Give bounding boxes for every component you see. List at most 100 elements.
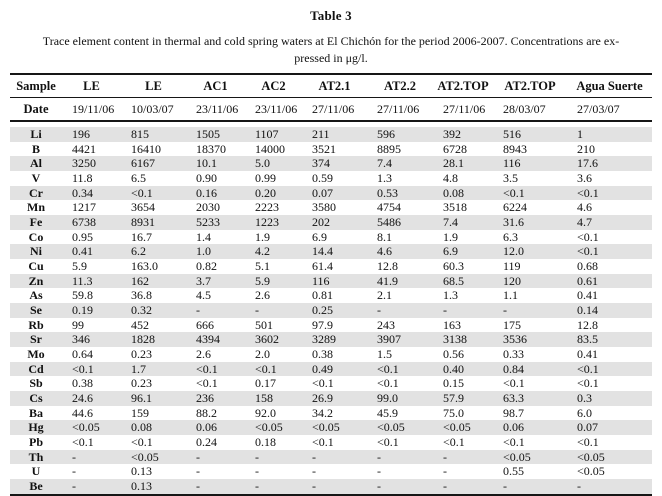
value-cell: 3521	[312, 141, 336, 156]
value-cell: 8.1	[377, 229, 392, 244]
value-cell: -	[312, 479, 316, 494]
value-cell: 1.7	[131, 361, 146, 376]
value-cell: <0.05	[443, 420, 471, 435]
value-cell: -	[503, 303, 507, 318]
value-cell: 14000	[255, 141, 285, 156]
value-cell: 0.23	[131, 347, 152, 362]
value-cell: 0.95	[72, 229, 93, 244]
value-cell: 28.1	[443, 156, 464, 171]
value-cell: 0.61	[577, 273, 598, 288]
value-cell: 0.24	[196, 435, 217, 450]
value-cell: -	[377, 479, 381, 494]
value-cell: -	[377, 464, 381, 479]
value-cell: <0.05	[377, 420, 405, 435]
value-cell: 0.81	[312, 288, 333, 303]
value-cell: 4421	[72, 141, 96, 156]
value-cell: 1.9	[255, 229, 270, 244]
value-cell: <0.1	[312, 376, 334, 391]
element-symbol: Mo	[27, 347, 45, 362]
value-cell: 26.9	[312, 391, 333, 406]
value-cell: 3.7	[196, 273, 211, 288]
value-cell: 16.7	[131, 229, 152, 244]
caption-line-2: pressed in μg/l.	[294, 51, 368, 65]
value-cell: 3.5	[503, 171, 518, 186]
table-row: Se 0.19 0.32 - - 0.25 - - - 0.14	[10, 303, 652, 318]
date-value: 28/03/07	[503, 101, 546, 116]
value-cell: 159	[131, 405, 149, 420]
value-cell: 24.6	[72, 391, 93, 406]
column-header: AC2	[261, 78, 286, 93]
value-cell: 5.9	[255, 273, 270, 288]
column-header: LE	[83, 78, 100, 93]
value-cell: 6224	[503, 200, 527, 215]
value-cell: 501	[255, 317, 273, 332]
date-value: 23/11/06	[196, 101, 239, 116]
value-cell: <0.1	[443, 435, 465, 450]
table-row: Th - <0.05 - - - - - <0.05 <0.05	[10, 449, 652, 465]
value-cell: 0.55	[503, 464, 524, 479]
value-cell: 4.5	[196, 288, 211, 303]
value-cell: -	[443, 464, 447, 479]
value-cell: 0.17	[255, 376, 276, 391]
value-cell: 34.2	[312, 405, 333, 420]
value-cell: 202	[312, 215, 330, 230]
value-cell: -	[577, 479, 581, 494]
value-cell: 6.2	[131, 244, 146, 259]
value-cell: 0.16	[196, 185, 217, 200]
date-value: 27/11/06	[443, 101, 486, 116]
value-cell: 346	[72, 332, 90, 347]
value-cell: -	[72, 479, 76, 494]
value-cell: 16410	[131, 141, 161, 156]
element-symbol: Sr	[30, 332, 42, 347]
value-cell: -	[312, 464, 316, 479]
element-symbol: Fe	[29, 215, 43, 230]
column-header: LE	[145, 78, 162, 93]
header-row: Sample LE LE AC1 AC2 AT2.1 AT2.2 AT2.TOP AT2.TOP…	[10, 75, 652, 98]
value-cell: 0.33	[503, 347, 524, 362]
value-cell: 0.07	[577, 420, 598, 435]
value-cell: 196	[72, 127, 90, 141]
value-cell: -	[255, 479, 259, 494]
value-cell: 8931	[131, 215, 155, 230]
value-cell: <0.05	[131, 449, 159, 464]
value-cell: <0.1	[131, 185, 153, 200]
value-cell: 75.0	[443, 405, 464, 420]
date-value: 23/11/06	[255, 101, 298, 116]
value-cell: 1107	[255, 127, 279, 141]
value-cell: 3250	[72, 156, 96, 171]
column-header: AT2.2	[383, 78, 417, 93]
value-cell: 1	[577, 127, 583, 141]
value-cell: 210	[577, 141, 595, 156]
value-cell: 7.4	[443, 215, 458, 230]
value-cell: 18370	[196, 141, 226, 156]
table-body: Li 196 815 1505 1107 211 596 392 516 1 B 4421 16410 1…	[10, 127, 652, 494]
value-cell: 0.59	[312, 171, 333, 186]
value-cell: 452	[131, 317, 149, 332]
value-cell: 0.15	[443, 376, 464, 391]
value-cell: <0.1	[577, 229, 599, 244]
value-cell: 666	[196, 317, 214, 332]
table-row: B 4421 16410 18370 14000 3521 8895 6728 8943 210	[10, 142, 652, 157]
table-row: Al 3250 6167 10.1 5.0 374 7.4 28.1 116 17.6	[10, 156, 652, 172]
value-cell: 243	[377, 317, 395, 332]
value-cell: 61.4	[312, 259, 333, 274]
value-cell: -	[196, 479, 200, 494]
header-body-gap	[10, 122, 652, 127]
value-cell: 162	[131, 273, 149, 288]
value-cell: 0.38	[312, 347, 333, 362]
table-row: Pb <0.1 <0.1 0.24 0.18 <0.1 <0.1 <0.1 <0.1 <0.1	[10, 435, 652, 450]
value-cell: 44.6	[72, 405, 93, 420]
value-cell: 2223	[255, 200, 279, 215]
value-cell: 11.8	[72, 171, 93, 186]
table-row: Rb 99 452 666 501 97.9 243 163 175 12.8	[10, 318, 652, 333]
value-cell: -	[377, 449, 381, 464]
value-cell: 5233	[196, 215, 220, 230]
value-cell: <0.1	[377, 376, 399, 391]
value-cell: 1.1	[503, 288, 518, 303]
table-row: Fe 6738 8931 5233 1223 202 5486 7.4 31.6 4.7	[10, 215, 652, 230]
value-cell: 3654	[131, 200, 155, 215]
value-cell: 0.08	[131, 420, 152, 435]
value-cell: -	[255, 303, 259, 318]
value-cell: 6167	[131, 156, 155, 171]
element-symbol: Pb	[28, 435, 43, 450]
